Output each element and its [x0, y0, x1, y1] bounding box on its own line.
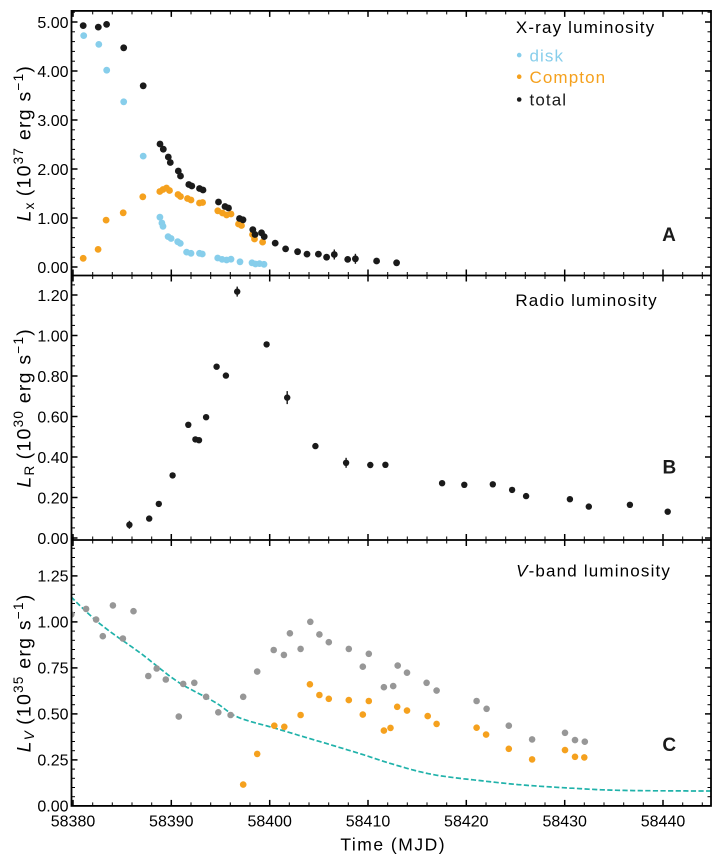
svg-text:0.00: 0.00 [37, 531, 68, 548]
svg-text:A: A [662, 225, 676, 246]
svg-text:1.25: 1.25 [37, 569, 68, 586]
svg-text:58410: 58410 [346, 814, 391, 831]
svg-text:0.50: 0.50 [37, 707, 68, 724]
svg-text:disk: disk [530, 46, 565, 65]
svg-text:0.75: 0.75 [37, 661, 68, 678]
svg-text:58400: 58400 [247, 814, 292, 831]
svg-text:58390: 58390 [149, 814, 194, 831]
svg-text:LV (1035 erg s−1): LV (1035 erg s−1) [11, 593, 37, 752]
svg-text:58420: 58420 [444, 814, 489, 831]
svg-text:1.00: 1.00 [37, 211, 68, 228]
svg-text:0.25: 0.25 [37, 753, 68, 770]
svg-text:C: C [662, 735, 676, 756]
svg-text:Radio luminosity: Radio luminosity [515, 291, 657, 310]
svg-text:0.20: 0.20 [37, 490, 68, 507]
svg-text:Time (MJD): Time (MJD) [340, 835, 446, 855]
svg-text:0.00: 0.00 [37, 260, 68, 277]
svg-text:V-band luminosity: V-band luminosity [516, 562, 671, 581]
svg-text:X-ray luminosity: X-ray luminosity [516, 18, 655, 37]
svg-text:3.00: 3.00 [37, 113, 68, 130]
svg-text:0.40: 0.40 [37, 450, 68, 467]
svg-text:2.00: 2.00 [37, 162, 68, 179]
svg-text:58430: 58430 [542, 814, 587, 831]
svg-text:total: total [530, 91, 568, 110]
svg-text:1.00: 1.00 [37, 615, 68, 632]
svg-text:Lx (1037 erg s−1): Lx (1037 erg s−1) [11, 65, 37, 222]
svg-text:0.60: 0.60 [37, 409, 68, 426]
svg-text:1.00: 1.00 [37, 328, 68, 345]
svg-text:5.00: 5.00 [37, 15, 68, 32]
svg-text:Compton: Compton [530, 68, 607, 87]
svg-text:4.00: 4.00 [37, 64, 68, 81]
svg-text:58380: 58380 [51, 814, 96, 831]
svg-text:0.80: 0.80 [37, 369, 68, 386]
svg-text:LR (1030 erg s−1): LR (1030 erg s−1) [11, 328, 37, 488]
svg-text:0.00: 0.00 [37, 799, 68, 816]
svg-text:58440: 58440 [641, 814, 686, 831]
svg-text:1.20: 1.20 [37, 288, 68, 305]
svg-text:B: B [663, 458, 677, 479]
